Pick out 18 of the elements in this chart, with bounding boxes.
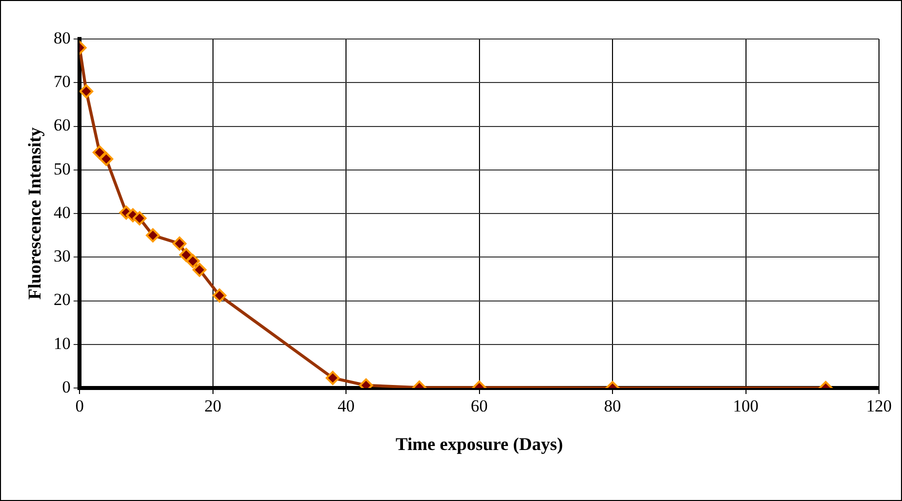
y-tick-label: 50 [54,159,71,178]
x-tick-label: 20 [204,396,222,416]
y-axis-title: Fluorescence Intensity [24,127,44,300]
y-tick-label: 70 [54,72,71,92]
x-axis-title: Time exposure (Days) [396,434,563,454]
y-tick-label: 0 [62,377,71,396]
y-tick-label: 20 [54,290,71,310]
y-tick-label: 30 [54,246,71,266]
y-tick-label: 80 [54,28,71,48]
x-tick-label: 40 [338,396,355,416]
y-tick-label: 10 [54,334,71,353]
x-tick-label: 120 [866,396,892,416]
y-tick-label: 40 [54,202,71,222]
x-tick-label: 60 [470,396,488,416]
x-tick-label: 100 [733,396,759,416]
x-tick-label: 0 [75,396,84,416]
x-tick-label: 80 [604,396,622,416]
y-tick-label: 60 [54,116,71,135]
